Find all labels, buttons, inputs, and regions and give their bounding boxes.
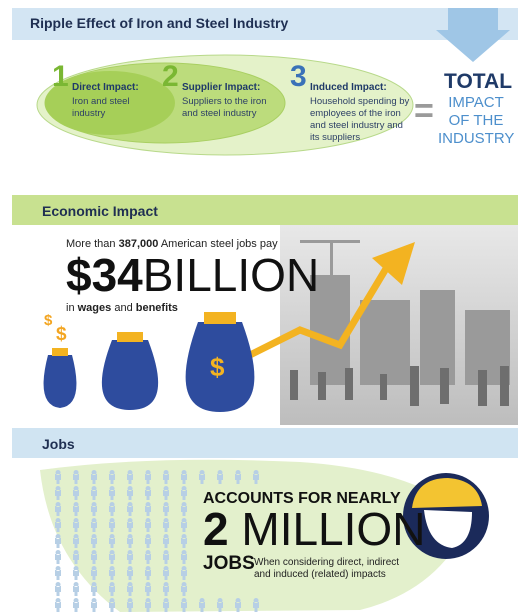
section-heading: Jobs <box>42 436 75 452</box>
person-icon <box>55 598 61 612</box>
coin-symbol: $ <box>44 312 52 329</box>
impact-text: Iron and steel industry <box>72 96 152 120</box>
jobs-note: When considering direct, indirect and in… <box>254 557 404 581</box>
highlight: wages <box>78 302 112 314</box>
header-title: Ripple Effect of Iron and Steel Industry <box>30 15 288 31</box>
impact-title: Direct Impact: <box>72 82 139 93</box>
total-subtitle: IMPACT OF THE INDUSTRY <box>438 94 514 148</box>
wages-text: in wages and benefits <box>66 302 178 314</box>
amount-unit: BILLION <box>143 249 319 301</box>
impact-number: 3 <box>290 62 307 92</box>
impact-number: 2 <box>162 62 179 92</box>
person-icon <box>73 598 79 612</box>
jobs-bar <box>12 428 518 458</box>
person-icon <box>55 534 61 548</box>
section-heading: Economic Impact <box>42 203 158 219</box>
impact-title: Supplier Impact: <box>182 82 260 93</box>
impact-title: Induced Impact: <box>310 82 387 93</box>
text: in <box>66 302 75 314</box>
person-icon <box>73 566 79 580</box>
amount-value: $34 <box>66 249 143 301</box>
jobs-value: 2 <box>203 503 229 555</box>
impact-number: 1 <box>52 62 69 92</box>
jobs-unit: MILLION <box>241 503 425 555</box>
jobs-amount: 2 MILLION <box>203 504 425 554</box>
coin-symbol: $ <box>56 324 67 346</box>
person-icon <box>73 582 79 596</box>
highlight: benefits <box>136 302 178 314</box>
impact-text: Suppliers to the iron and steel industry <box>182 96 267 120</box>
person-icon <box>55 582 61 596</box>
text: and <box>114 302 132 314</box>
person-icon <box>109 598 115 612</box>
person-icon <box>91 582 97 596</box>
amount: $34BILLION <box>66 250 319 300</box>
total-title: TOTAL <box>444 70 512 94</box>
impact-text: Household spending by employees of the i… <box>310 96 410 144</box>
person-icon <box>91 598 97 612</box>
equals-sign: = <box>414 92 434 131</box>
infographic: Ripple Effect of Iron and Steel Industry… <box>0 0 518 616</box>
person-icon <box>55 566 61 580</box>
jobs-label: JOBS <box>203 553 255 575</box>
bag-symbol: $ <box>210 352 224 383</box>
person-icon <box>55 550 61 564</box>
